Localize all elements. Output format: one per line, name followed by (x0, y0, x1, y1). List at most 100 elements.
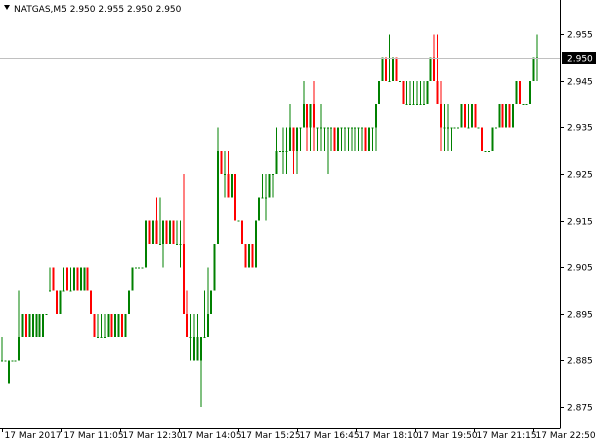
candle-body (107, 313, 110, 338)
candle-body (158, 243, 161, 245)
candle (412, 80, 415, 106)
candle (234, 174, 237, 221)
candle-body (422, 104, 425, 106)
candle (76, 267, 79, 291)
candle-body (340, 127, 343, 129)
candle (258, 197, 261, 221)
candle (515, 80, 518, 105)
candle (169, 220, 172, 244)
candle-body (412, 104, 415, 106)
candle (145, 220, 148, 268)
candle-body (265, 197, 268, 199)
price-tick-label: 2.955 (567, 31, 593, 41)
candle (114, 313, 117, 338)
candle-body (237, 220, 240, 222)
candle (457, 127, 460, 129)
candle-body (117, 313, 120, 338)
candle (237, 220, 240, 222)
candle (127, 290, 130, 314)
candle (227, 150, 230, 198)
candle (501, 104, 504, 128)
candle (206, 267, 209, 338)
candle (477, 127, 480, 129)
candle-body (350, 127, 353, 129)
candle-body (66, 267, 69, 291)
candle-body (484, 150, 487, 152)
candle-body (97, 337, 100, 339)
candle (28, 313, 31, 338)
candle (97, 313, 100, 339)
candle-body (463, 104, 466, 128)
candle-body (196, 337, 199, 361)
candle (289, 104, 292, 151)
candle-body (354, 127, 357, 129)
candle (450, 127, 453, 151)
candle-body (25, 313, 28, 338)
candle (391, 57, 394, 81)
candle (508, 104, 511, 128)
candle (100, 313, 103, 339)
candle (83, 267, 86, 291)
candle-body (121, 313, 124, 338)
candle (282, 127, 285, 175)
candle (275, 127, 278, 175)
candle (162, 220, 165, 268)
candle-body (532, 57, 535, 81)
candle (193, 313, 196, 361)
candle (66, 267, 69, 291)
candle-body (148, 220, 151, 244)
candle (313, 80, 316, 151)
candle-body (131, 267, 134, 291)
candle (343, 127, 346, 151)
candle-body (134, 267, 137, 269)
candle-body (529, 80, 532, 105)
price-tick-label: 2.905 (567, 264, 593, 274)
candle (52, 267, 55, 291)
candle-body (179, 243, 182, 245)
candle (35, 313, 38, 338)
candle-body (364, 127, 367, 151)
candle-body (244, 243, 247, 268)
candle-body (268, 174, 271, 198)
candle (55, 290, 58, 314)
candle (223, 150, 226, 198)
candle (38, 313, 41, 338)
candle (402, 80, 405, 105)
price-tick-label: 2.925 (567, 171, 593, 181)
candle-body (254, 220, 257, 268)
candle-body (460, 104, 463, 128)
candle (350, 127, 353, 151)
candle (470, 104, 473, 128)
candles-layer (1, 34, 538, 408)
candle (213, 243, 216, 291)
time-tick-label: 17 Mar 21:15 (477, 431, 537, 441)
candle (241, 220, 244, 244)
candle (151, 220, 154, 244)
dropdown-arrow-icon[interactable] (4, 5, 10, 10)
candle-body (381, 57, 384, 81)
candle-body (309, 104, 312, 128)
price-tick-label: 2.895 (567, 311, 593, 321)
candle (460, 104, 463, 128)
candle-body (405, 104, 408, 106)
candle-body (409, 104, 412, 106)
candle-body (199, 337, 202, 361)
candle (494, 127, 497, 129)
candle (388, 34, 391, 82)
candle-body (436, 80, 439, 105)
candle (481, 127, 484, 151)
candle-body (59, 290, 62, 314)
candle (18, 290, 21, 361)
time-tick-label: 17 Mar 14:05 (182, 431, 242, 441)
candle (220, 150, 223, 175)
candle-body (415, 104, 418, 106)
candle-body (4, 360, 7, 362)
candle-body (251, 243, 254, 268)
candle (316, 127, 319, 151)
candle (525, 104, 528, 106)
candle-body (385, 57, 388, 81)
candle (361, 127, 364, 151)
current-price-label: 2.950 (567, 55, 593, 65)
